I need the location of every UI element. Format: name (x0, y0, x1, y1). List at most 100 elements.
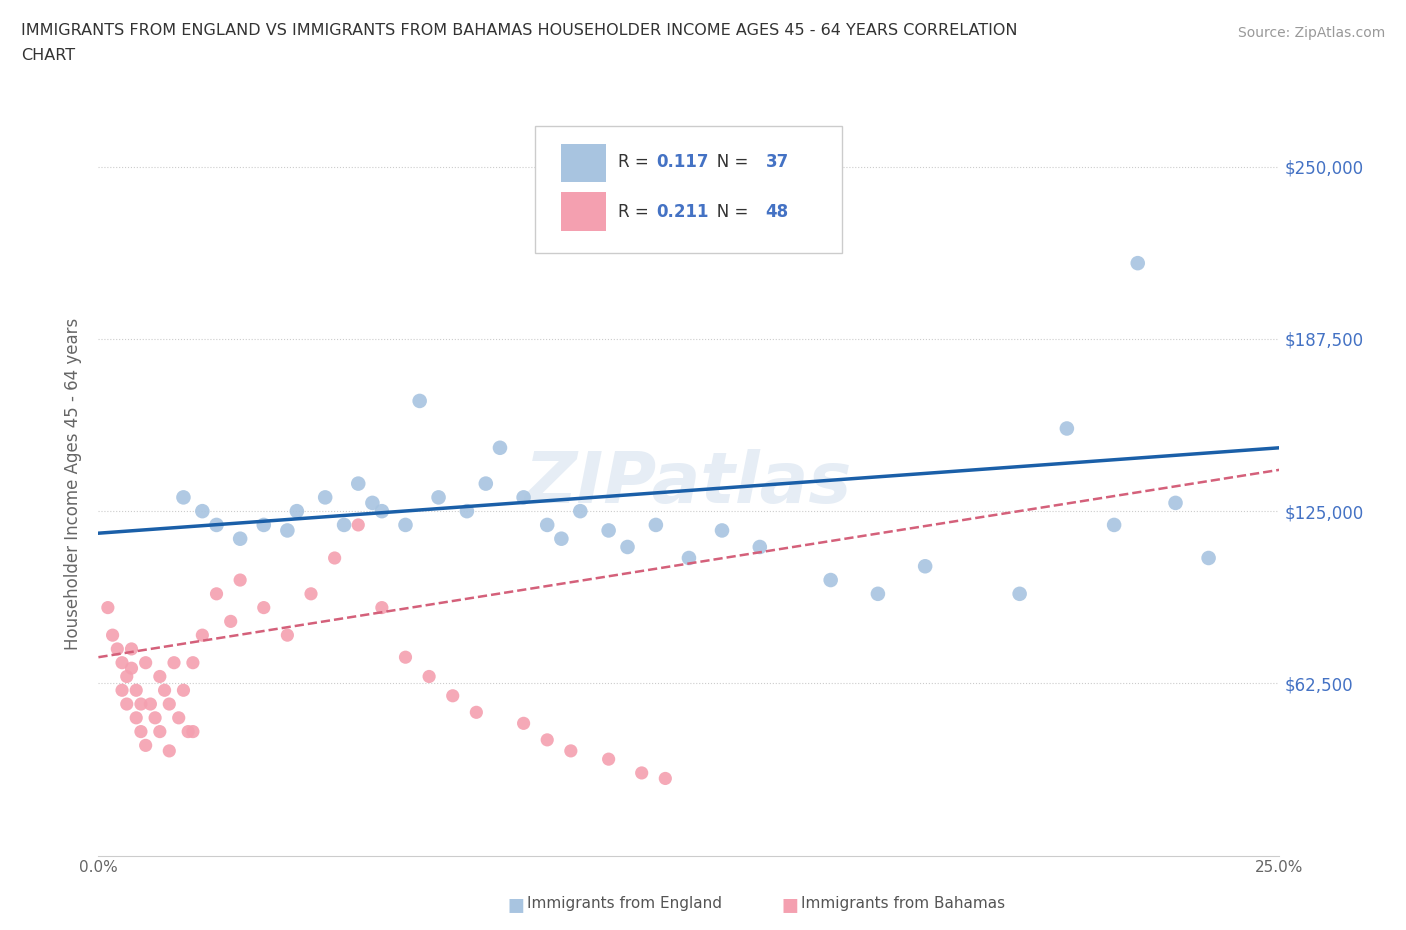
Point (205, 587, 228, 602)
Point (167, 711, 190, 725)
Point (371, 504, 394, 519)
Point (644, 517, 666, 532)
Point (149, 669, 172, 684)
Point (111, 656, 134, 671)
Point (711, 523, 734, 538)
Point (219, 614, 242, 629)
Point (276, 523, 298, 538)
Text: R =: R = (619, 203, 654, 221)
Point (229, 531, 252, 546)
Point (129, 724, 152, 739)
Point (285, 504, 308, 519)
Text: Immigrants from Bahamas: Immigrants from Bahamas (801, 897, 1005, 911)
Point (172, 683, 194, 698)
Point (1056, 421, 1078, 436)
Point (347, 517, 370, 532)
Text: 48: 48 (766, 203, 789, 221)
Text: Immigrants from England: Immigrants from England (527, 897, 723, 911)
Text: N =: N = (700, 203, 754, 221)
Point (536, 733, 558, 748)
Point (177, 724, 200, 739)
Point (139, 697, 162, 711)
Point (598, 751, 620, 766)
Point (598, 523, 620, 538)
Point (536, 517, 558, 532)
Point (408, 393, 430, 408)
Point (1008, 587, 1031, 602)
Point (820, 573, 842, 588)
Point (157, 743, 180, 758)
Point (560, 743, 582, 758)
Point (129, 697, 152, 711)
Point (678, 551, 700, 565)
Point (157, 697, 180, 711)
Point (914, 559, 936, 574)
Text: CHART: CHART (21, 48, 75, 63)
Point (361, 496, 384, 511)
Point (115, 669, 138, 684)
Point (333, 517, 356, 532)
Point (441, 688, 464, 703)
Point (394, 650, 416, 665)
Text: N =: N = (700, 153, 754, 171)
Point (101, 628, 124, 643)
Point (125, 683, 148, 698)
Point (105, 642, 128, 657)
Point (427, 490, 450, 505)
Point (1126, 256, 1149, 271)
Point (475, 476, 498, 491)
Point (512, 490, 534, 505)
Point (135, 737, 157, 752)
Point (121, 661, 143, 676)
Point (394, 517, 416, 532)
Point (153, 683, 176, 698)
Point (323, 551, 346, 565)
Text: 0.117: 0.117 (655, 153, 709, 171)
Text: ZIPatlas: ZIPatlas (526, 449, 852, 518)
Point (550, 531, 572, 546)
Point (125, 711, 148, 725)
Text: ▪: ▪ (780, 890, 799, 918)
Point (630, 765, 652, 780)
Point (512, 716, 534, 731)
Point (276, 628, 298, 643)
Point (115, 697, 138, 711)
Point (253, 517, 276, 532)
Bar (561, 143, 606, 182)
FancyBboxPatch shape (536, 126, 842, 253)
Point (456, 504, 478, 519)
Point (465, 705, 488, 720)
Point (1164, 496, 1187, 511)
Point (172, 490, 194, 505)
Point (143, 711, 166, 725)
Point (654, 771, 676, 786)
Bar (561, 192, 606, 231)
Point (569, 504, 592, 519)
Point (299, 587, 322, 602)
Point (418, 669, 440, 684)
Point (97, 600, 120, 615)
Point (205, 517, 228, 532)
Text: IMMIGRANTS FROM ENGLAND VS IMMIGRANTS FROM BAHAMAS HOUSEHOLDER INCOME AGES 45 - : IMMIGRANTS FROM ENGLAND VS IMMIGRANTS FR… (21, 23, 1018, 38)
Point (489, 440, 512, 455)
Point (229, 573, 252, 588)
Point (1102, 517, 1125, 532)
Point (347, 476, 370, 491)
Point (1198, 551, 1220, 565)
Point (314, 490, 336, 505)
Point (121, 642, 143, 657)
Point (181, 724, 204, 739)
Point (111, 683, 134, 698)
Text: ▪: ▪ (506, 890, 524, 918)
Text: 0.211: 0.211 (655, 203, 709, 221)
Point (149, 724, 172, 739)
Point (371, 600, 394, 615)
Text: 37: 37 (766, 153, 789, 171)
Point (163, 656, 186, 671)
Point (135, 656, 157, 671)
Point (191, 628, 214, 643)
Point (181, 656, 204, 671)
Y-axis label: Householder Income Ages 45 - 64 years: Householder Income Ages 45 - 64 years (65, 317, 83, 650)
Text: R =: R = (619, 153, 654, 171)
Point (616, 539, 638, 554)
